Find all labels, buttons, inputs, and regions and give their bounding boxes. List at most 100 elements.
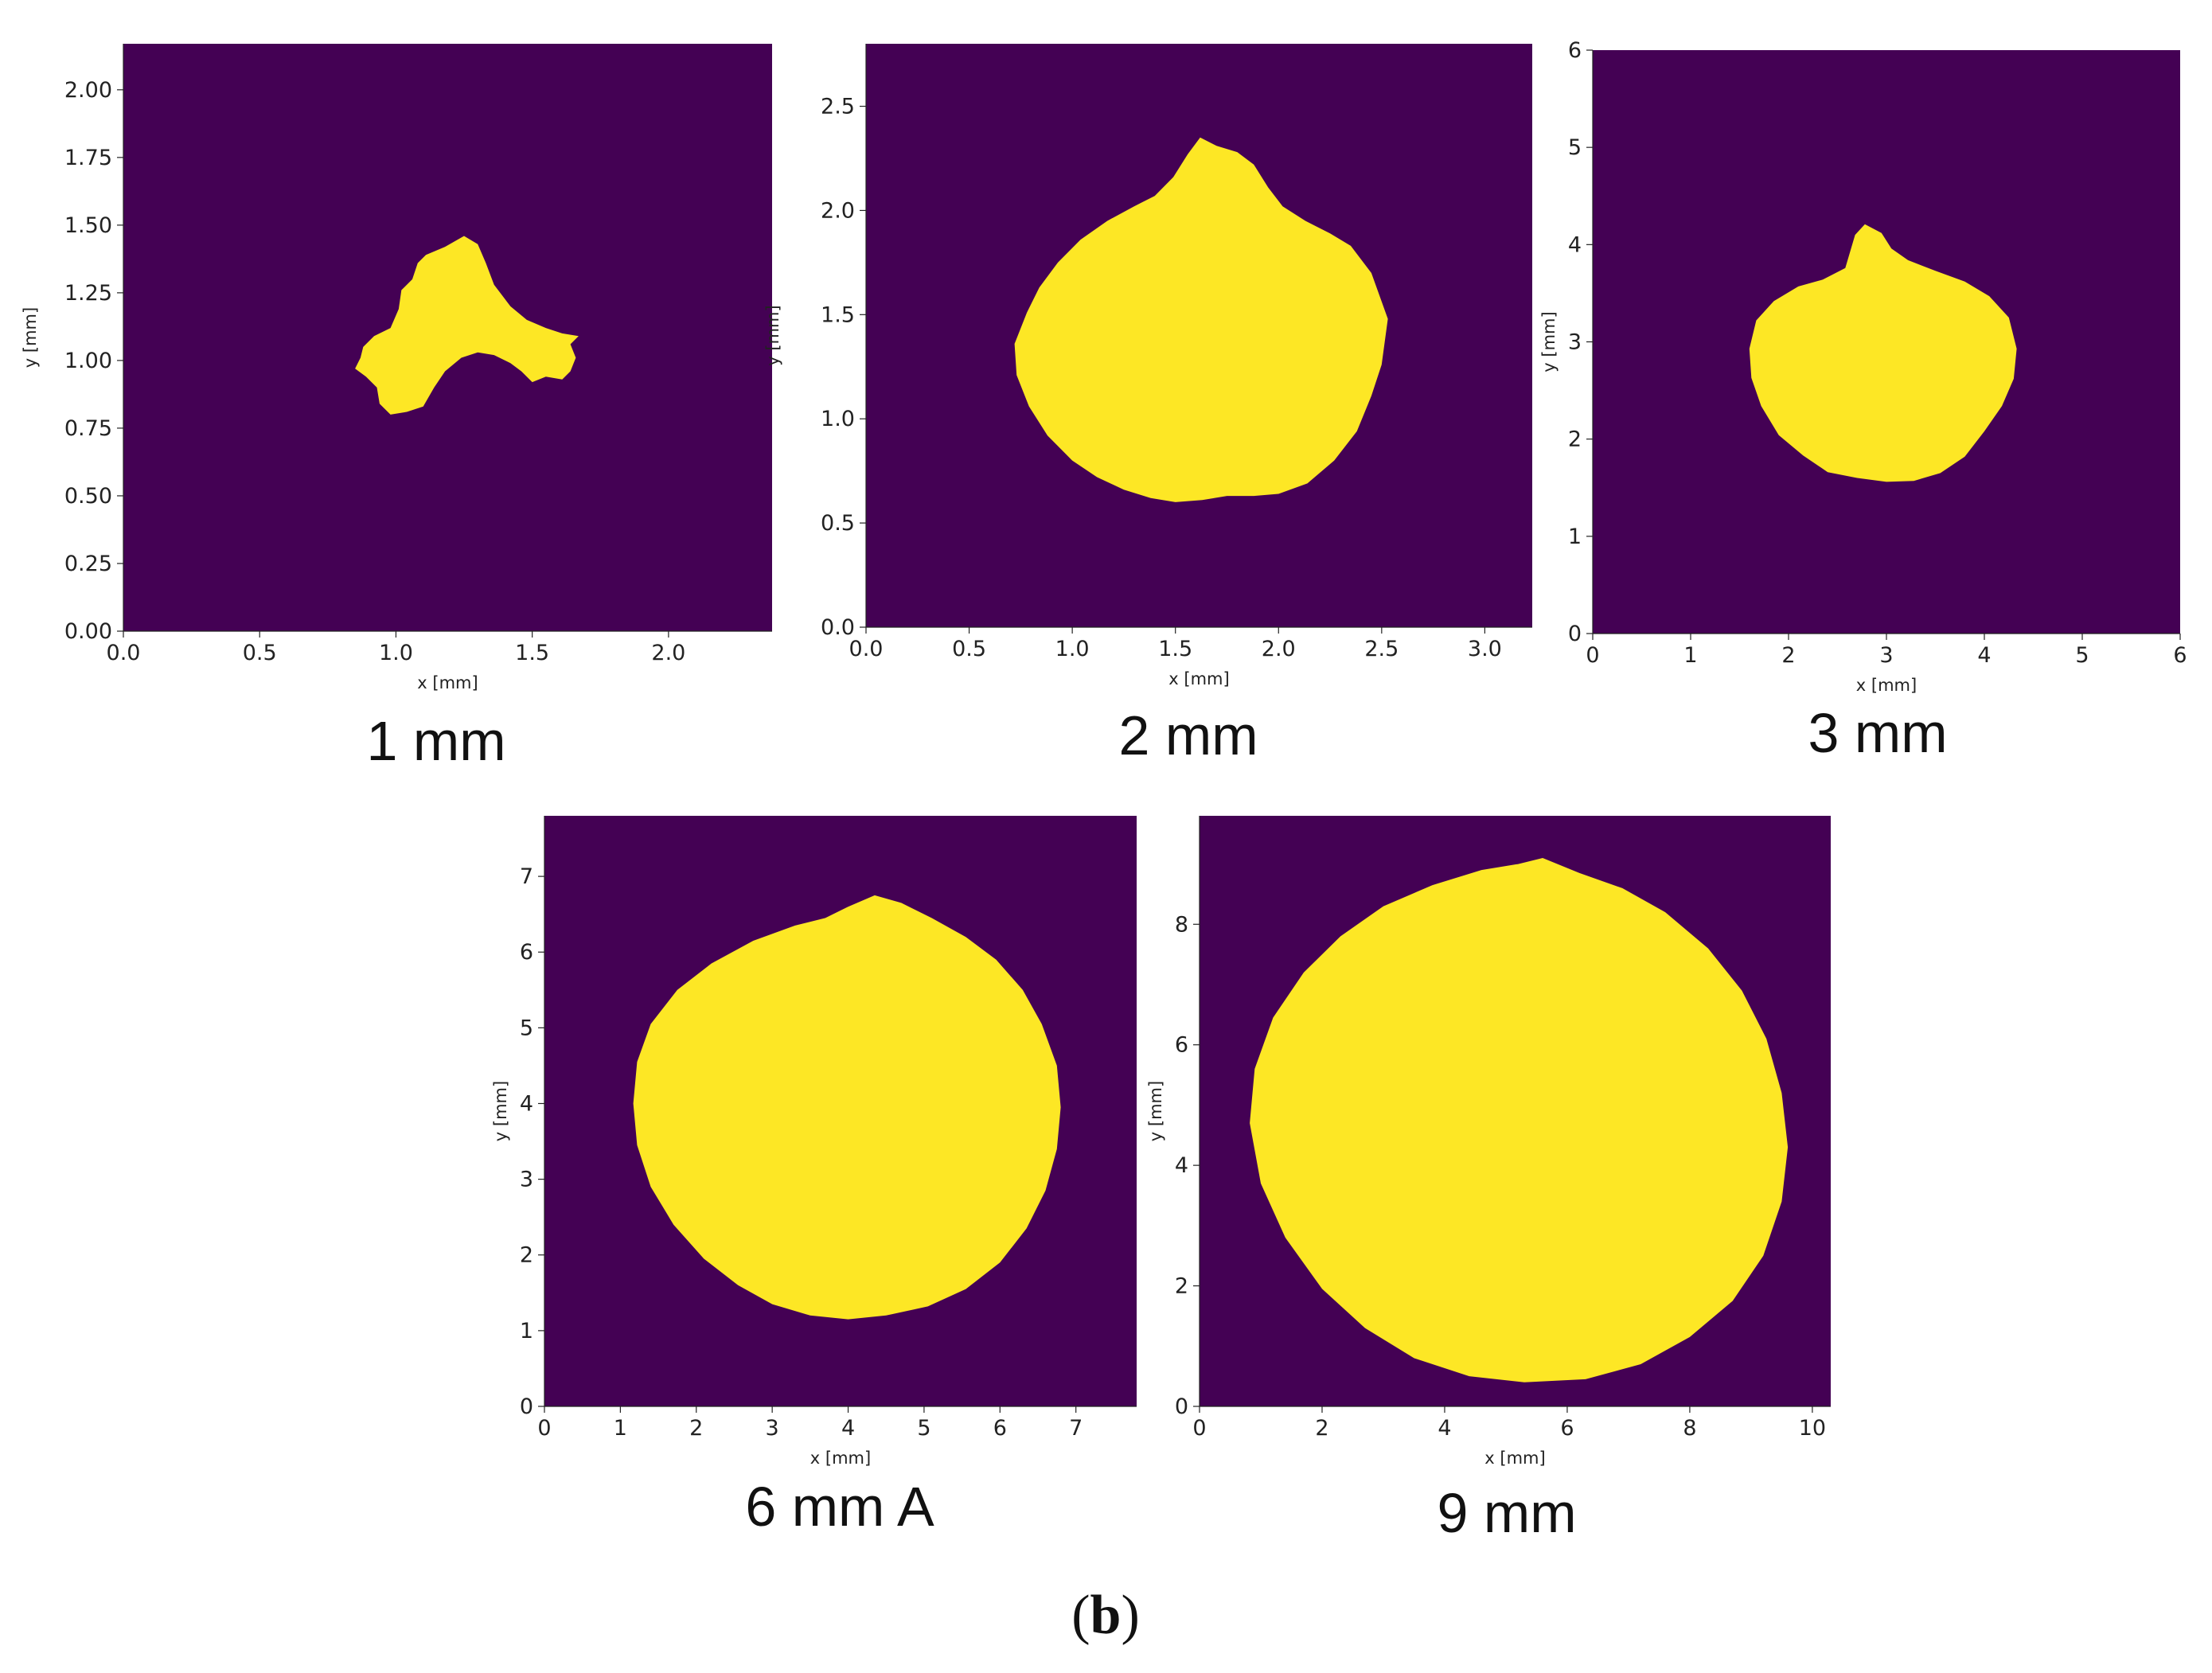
x-tick-label: 0.5 xyxy=(952,637,986,661)
x-tick-label: 8 xyxy=(1683,1416,1696,1441)
y-axis-label: y [mm] xyxy=(1146,1081,1165,1141)
x-tick-label: 0 xyxy=(1586,643,1599,668)
region-shape xyxy=(1749,224,2017,482)
y-tick-label: 0 xyxy=(1568,622,1582,646)
x-tick-label: 1 xyxy=(1683,643,1697,668)
x-tick-label: 5 xyxy=(2075,643,2089,668)
x-tick-label: 3.0 xyxy=(1468,637,1502,661)
x-tick-label: 0.5 xyxy=(243,641,277,665)
x-tick-label: 7 xyxy=(1069,1416,1083,1441)
y-tick-label: 2 xyxy=(1568,427,1582,452)
x-tick-label: 3 xyxy=(1879,643,1893,668)
y-tick-label: 8 xyxy=(1175,912,1188,937)
y-tick-label: 2 xyxy=(520,1243,533,1268)
y-tick-label: 1.50 xyxy=(64,213,112,238)
x-tick-label: 6 xyxy=(1560,1416,1574,1441)
figure-label-letter: b xyxy=(1090,1585,1122,1646)
region-shape xyxy=(1014,137,1388,502)
x-tick-label: 1.0 xyxy=(1055,637,1090,661)
x-axis-label: x [mm] xyxy=(810,1449,871,1468)
y-tick-label: 0.75 xyxy=(64,416,112,441)
x-tick-label: 1 xyxy=(614,1416,627,1441)
y-tick-label: 1 xyxy=(1568,525,1582,549)
y-tick-label: 0 xyxy=(1175,1394,1188,1419)
x-tick-label: 0 xyxy=(1192,1416,1206,1441)
panels: 0.0 0.5 1.0 1.5 2.00.000.250.500.751.001.251… xyxy=(21,38,2187,1544)
panel-caption: 2 mm xyxy=(1119,704,1258,766)
y-tick-label: 4 xyxy=(520,1091,533,1116)
y-tick-label: 7 xyxy=(520,864,533,889)
y-axis-label: y [mm] xyxy=(1539,311,1559,372)
y-tick-label: 0.50 xyxy=(64,484,112,509)
x-tick-label: 10 xyxy=(1799,1416,1826,1441)
panel-3: 0 1 2 3 4 5 6 0 1 2 3 4 5 6 x [mm] y [mm] 3 mm xyxy=(1539,38,2187,764)
x-tick-label: 4 xyxy=(841,1416,855,1441)
x-tick-label: 2 xyxy=(689,1416,703,1441)
x-tick-label: 4 xyxy=(1438,1416,1451,1441)
y-axis-label: y [mm] xyxy=(491,1081,510,1141)
y-tick-label: 1.5 xyxy=(821,302,855,327)
panel-4: 0 1 2 3 4 5 6 7 0 1 2 3 4 5 6 7 x [mm] y [mm] 6 mm A xyxy=(491,816,1137,1538)
y-tick-label: 1.25 xyxy=(64,281,112,306)
y-tick-label: 3 xyxy=(520,1168,533,1192)
x-tick-label: 6 xyxy=(993,1416,1007,1441)
x-axis-label: x [mm] xyxy=(1484,1449,1545,1468)
panel-2: 0.0 0.5 1.0 1.5 2.0 2.5 3.0 0.0 0.5 1.0 1.5 2.0 2.5 x… xyxy=(763,44,1532,766)
x-axis-label: x [mm] xyxy=(417,673,478,692)
y-tick-label: 6 xyxy=(520,940,533,965)
y-tick-label: 5 xyxy=(1568,135,1582,160)
x-tick-label: 2 xyxy=(1315,1416,1328,1441)
x-tick-label: 3 xyxy=(766,1416,779,1441)
x-tick-label: 1.5 xyxy=(515,641,549,665)
y-axis-label: y [mm] xyxy=(21,307,40,368)
figure-label-open: ( xyxy=(1071,1585,1090,1646)
x-tick-label: 2.0 xyxy=(651,641,685,665)
y-tick-label: 2 xyxy=(1175,1274,1188,1299)
x-tick-label: 2.5 xyxy=(1364,637,1399,661)
y-tick-label: 5 xyxy=(520,1016,533,1040)
region-shape xyxy=(1250,858,1789,1382)
y-tick-label: 3 xyxy=(1568,330,1582,355)
y-tick-label: 0.00 xyxy=(64,619,112,644)
panel-caption: 1 mm xyxy=(367,710,506,772)
x-tick-label: 2.0 xyxy=(1262,637,1296,661)
y-tick-label: 2.5 xyxy=(821,95,855,119)
x-tick-label: 0 xyxy=(537,1416,551,1441)
panel-caption: 9 mm xyxy=(1438,1482,1577,1544)
x-tick-label: 1.0 xyxy=(379,641,413,665)
y-tick-label: 0.5 xyxy=(821,511,855,536)
x-axis-label: x [mm] xyxy=(1856,676,1917,695)
region-shape xyxy=(633,895,1061,1320)
x-tick-label: 4 xyxy=(1977,643,1991,668)
panel-1: 0.0 0.5 1.0 1.5 2.0 0.00 0.25 0.50 0.75 1.00 1.25 1… xyxy=(21,44,772,772)
y-tick-label: 0.25 xyxy=(64,552,112,576)
y-tick-label: 1.75 xyxy=(64,146,112,170)
y-tick-label: 6 xyxy=(1175,1033,1188,1058)
y-axis-label: y [mm] xyxy=(763,305,782,365)
y-tick-label: 4 xyxy=(1175,1153,1188,1178)
x-tick-label: 2 xyxy=(1781,643,1795,668)
x-tick-label: 0.0 xyxy=(107,641,141,665)
y-tick-label: 2.0 xyxy=(821,198,855,223)
x-tick-label: 5 xyxy=(917,1416,930,1441)
y-tick-label: 1.0 xyxy=(821,407,855,431)
figure-label-close: ) xyxy=(1121,1585,1139,1646)
x-tick-label: 1.5 xyxy=(1158,637,1192,661)
x-tick-label: 6 xyxy=(2173,643,2187,668)
y-tick-label: 4 xyxy=(1568,232,1582,257)
y-tick-label: 0 xyxy=(520,1394,533,1419)
panel-caption: 3 mm xyxy=(1808,702,1948,764)
region-shape xyxy=(355,236,579,415)
x-axis-label: x [mm] xyxy=(1168,669,1229,688)
y-tick-label: 6 xyxy=(1568,38,1582,63)
panel-caption: 6 mm A xyxy=(745,1476,934,1538)
y-tick-label: 2.00 xyxy=(64,78,112,103)
y-tick-label: 1.00 xyxy=(64,349,112,373)
figure-label: (b) xyxy=(1071,1585,1140,1646)
y-tick-label: 0.0 xyxy=(821,615,855,640)
x-tick-label: 0.0 xyxy=(849,637,884,661)
panel-5: 0 2 4 6 8 10 0 2 4 6 8 x [mm] y [mm] 9 mm xyxy=(1146,816,1831,1544)
y-tick-label: 1 xyxy=(520,1319,533,1343)
